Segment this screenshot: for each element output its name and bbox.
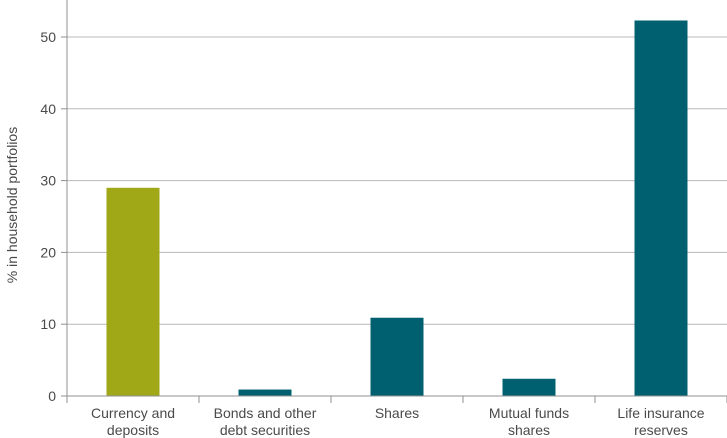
y-tick-label: 40: [40, 101, 56, 117]
y-tick-label: 10: [40, 316, 56, 332]
y-tick-labels: 0 10 20 30 40 50: [40, 29, 56, 404]
x-category-labels: Currency and deposits Bonds and other debt …: [91, 405, 705, 438]
x-category-label: Currency and deposits: [91, 405, 175, 438]
x-category-label: Bonds and other debt securities: [214, 405, 317, 438]
bar: [502, 378, 556, 396]
bars: [106, 20, 688, 397]
y-axis-title: % in household portfolios: [4, 127, 20, 283]
x-category-label: Shares: [375, 405, 419, 421]
y-tick-label: 0: [48, 388, 56, 404]
bar: [238, 389, 292, 396]
y-tick-label: 30: [40, 173, 56, 189]
gridlines: [67, 36, 727, 325]
x-category-label: Life insurance reserves: [617, 405, 704, 438]
x-category-label: Mutual funds shares: [489, 405, 569, 438]
bar: [634, 20, 688, 397]
bar: [370, 317, 424, 396]
y-tick-label: 50: [40, 29, 56, 45]
y-tick-label: 20: [40, 244, 56, 260]
bar: [106, 187, 160, 396]
axes: [61, 0, 727, 403]
